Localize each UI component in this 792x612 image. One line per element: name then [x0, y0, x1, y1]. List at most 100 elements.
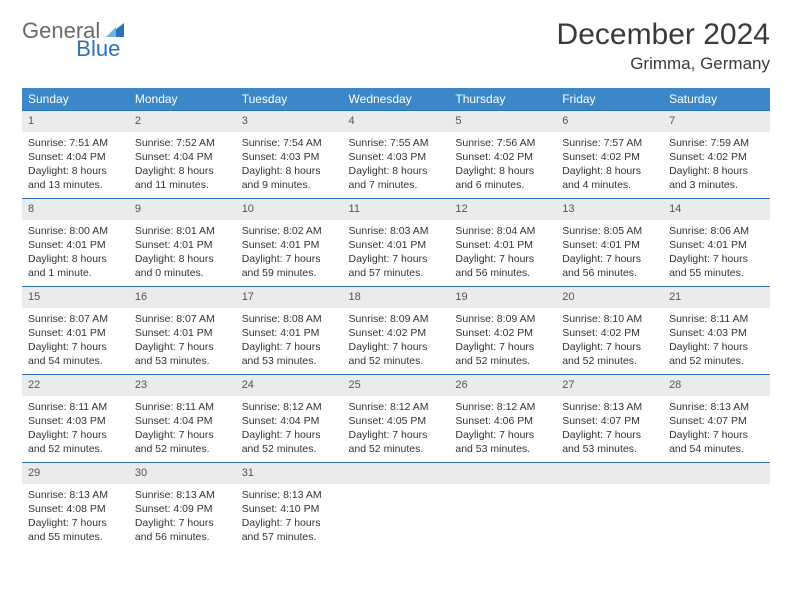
day-body: Sunrise: 7:54 AMSunset: 4:03 PMDaylight:… [236, 132, 343, 197]
sunset-line: Sunset: 4:07 PM [562, 414, 657, 428]
calendar-cell: 25Sunrise: 8:12 AMSunset: 4:05 PMDayligh… [343, 375, 450, 463]
day-number: 12 [449, 199, 556, 220]
daylight-line: Daylight: 7 hours and 55 minutes. [28, 516, 123, 544]
daylight-line: Daylight: 7 hours and 56 minutes. [562, 252, 657, 280]
calendar-cell [449, 463, 556, 551]
calendar-cell: 29Sunrise: 8:13 AMSunset: 4:08 PMDayligh… [22, 463, 129, 551]
sunrise-line: Sunrise: 7:59 AM [669, 136, 764, 150]
sunrise-line: Sunrise: 8:09 AM [349, 312, 444, 326]
daylight-line: Daylight: 8 hours and 4 minutes. [562, 164, 657, 192]
sunrise-line: Sunrise: 8:05 AM [562, 224, 657, 238]
daylight-line: Daylight: 8 hours and 11 minutes. [135, 164, 230, 192]
calendar-cell: 16Sunrise: 8:07 AMSunset: 4:01 PMDayligh… [129, 287, 236, 375]
sunset-line: Sunset: 4:01 PM [349, 238, 444, 252]
day-header: Tuesday [236, 88, 343, 111]
day-number-empty [449, 463, 556, 484]
day-number: 31 [236, 463, 343, 484]
day-header: Friday [556, 88, 663, 111]
brand-part2: Blue [76, 36, 120, 62]
sunrise-line: Sunrise: 8:13 AM [562, 400, 657, 414]
sunset-line: Sunset: 4:03 PM [669, 326, 764, 340]
day-body: Sunrise: 8:13 AMSunset: 4:09 PMDaylight:… [129, 484, 236, 549]
daylight-line: Daylight: 8 hours and 7 minutes. [349, 164, 444, 192]
header: General Blue December 2024 Grimma, Germa… [22, 18, 770, 74]
calendar-cell: 31 Sunrise: 8:13 AMSunset: 4:10 PMDayligh… [236, 463, 343, 551]
calendar-cell: 21Sunrise: 8:11 AMSunset: 4:03 PMDayligh… [663, 287, 770, 375]
title-block: December 2024 Grimma, Germany [557, 18, 770, 74]
calendar-cell: 7Sunrise: 7:59 AMSunset: 4:02 PMDaylight… [663, 111, 770, 199]
day-body: Sunrise: 8:11 AMSunset: 4:04 PMDaylight:… [129, 396, 236, 461]
day-body: Sunrise: 7:57 AMSunset: 4:02 PMDaylight:… [556, 132, 663, 197]
sunset-line: Sunset: 4:10 PM [242, 502, 337, 516]
daylight-line: Daylight: 7 hours and 59 minutes. [242, 252, 337, 280]
sunset-line: Sunset: 4:01 PM [135, 238, 230, 252]
sunrise-line: Sunrise: 7:51 AM [28, 136, 123, 150]
sunrise-line: Sunrise: 8:07 AM [28, 312, 123, 326]
daylight-line: Daylight: 7 hours and 57 minutes. [242, 516, 337, 544]
page-title: December 2024 [557, 18, 770, 52]
sunrise-line: Sunrise: 8:06 AM [669, 224, 764, 238]
sunset-line: Sunset: 4:01 PM [669, 238, 764, 252]
sunrise-line: Sunrise: 8:13 AM [28, 488, 123, 502]
sunset-line: Sunset: 4:02 PM [455, 326, 550, 340]
calendar-cell: 3Sunrise: 7:54 AMSunset: 4:03 PMDaylight… [236, 111, 343, 199]
day-number-empty [663, 463, 770, 484]
sunrise-line: Sunrise: 8:13 AM [242, 488, 337, 502]
calendar-cell: 15Sunrise: 8:07 AMSunset: 4:01 PMDayligh… [22, 287, 129, 375]
day-body: Sunrise: 8:11 AMSunset: 4:03 PMDaylight:… [22, 396, 129, 461]
calendar-table: Sunday Monday Tuesday Wednesday Thursday… [22, 88, 770, 551]
calendar-cell: 2Sunrise: 7:52 AMSunset: 4:04 PMDaylight… [129, 111, 236, 199]
sunrise-line: Sunrise: 8:11 AM [669, 312, 764, 326]
day-number: 20 [556, 287, 663, 308]
daylight-line: Daylight: 7 hours and 55 minutes. [669, 252, 764, 280]
calendar-cell: 6Sunrise: 7:57 AMSunset: 4:02 PMDaylight… [556, 111, 663, 199]
day-body: Sunrise: 8:13 AMSunset: 4:07 PMDaylight:… [556, 396, 663, 461]
calendar-cell [663, 463, 770, 551]
sunrise-line: Sunrise: 8:01 AM [135, 224, 230, 238]
day-body: Sunrise: 7:59 AMSunset: 4:02 PMDaylight:… [663, 132, 770, 197]
sunrise-line: Sunrise: 8:08 AM [242, 312, 337, 326]
daylight-line: Daylight: 7 hours and 56 minutes. [135, 516, 230, 544]
day-body: Sunrise: 8:01 AMSunset: 4:01 PMDaylight:… [129, 220, 236, 285]
sunrise-line: Sunrise: 7:52 AM [135, 136, 230, 150]
day-number: 7 [663, 111, 770, 132]
day-body: Sunrise: 7:52 AMSunset: 4:04 PMDaylight:… [129, 132, 236, 197]
calendar-row: 15Sunrise: 8:07 AMSunset: 4:01 PMDayligh… [22, 287, 770, 375]
daylight-line: Daylight: 7 hours and 53 minutes. [135, 340, 230, 368]
day-body: Sunrise: 8:02 AMSunset: 4:01 PMDaylight:… [236, 220, 343, 285]
day-body: Sunrise: 8:11 AMSunset: 4:03 PMDaylight:… [663, 308, 770, 373]
daylight-line: Daylight: 7 hours and 53 minutes. [562, 428, 657, 456]
daylight-line: Daylight: 7 hours and 52 minutes. [242, 428, 337, 456]
daylight-line: Daylight: 7 hours and 56 minutes. [455, 252, 550, 280]
calendar-cell: 4Sunrise: 7:55 AMSunset: 4:03 PMDaylight… [343, 111, 450, 199]
calendar-cell: 10Sunrise: 8:02 AMSunset: 4:01 PMDayligh… [236, 199, 343, 287]
daylight-line: Daylight: 8 hours and 6 minutes. [455, 164, 550, 192]
day-number: 10 [236, 199, 343, 220]
day-body: Sunrise: 7:55 AMSunset: 4:03 PMDaylight:… [343, 132, 450, 197]
day-number: 1 [22, 111, 129, 132]
day-number: 19 [449, 287, 556, 308]
sunrise-line: Sunrise: 7:54 AM [242, 136, 337, 150]
calendar-cell: 5Sunrise: 7:56 AMSunset: 4:02 PMDaylight… [449, 111, 556, 199]
day-body: Sunrise: 8:13 AMSunset: 4:07 PMDaylight:… [663, 396, 770, 461]
calendar-cell: 23Sunrise: 8:11 AMSunset: 4:04 PMDayligh… [129, 375, 236, 463]
day-header-row: Sunday Monday Tuesday Wednesday Thursday… [22, 88, 770, 111]
day-body: Sunrise: 8:13 AMSunset: 4:08 PMDaylight:… [22, 484, 129, 549]
sunrise-line: Sunrise: 8:09 AM [455, 312, 550, 326]
day-body: Sunrise: 7:56 AMSunset: 4:02 PMDaylight:… [449, 132, 556, 197]
day-body: Sunrise: 8:10 AMSunset: 4:02 PMDaylight:… [556, 308, 663, 373]
calendar-cell: 9Sunrise: 8:01 AMSunset: 4:01 PMDaylight… [129, 199, 236, 287]
daylight-line: Daylight: 8 hours and 0 minutes. [135, 252, 230, 280]
day-body: Sunrise: 8:06 AMSunset: 4:01 PMDaylight:… [663, 220, 770, 285]
sunrise-line: Sunrise: 8:11 AM [28, 400, 123, 414]
day-number: 27 [556, 375, 663, 396]
sunset-line: Sunset: 4:04 PM [135, 150, 230, 164]
calendar-cell: 14Sunrise: 8:06 AMSunset: 4:01 PMDayligh… [663, 199, 770, 287]
sunset-line: Sunset: 4:07 PM [669, 414, 764, 428]
calendar-cell: 18Sunrise: 8:09 AMSunset: 4:02 PMDayligh… [343, 287, 450, 375]
day-body: Sunrise: 8:09 AMSunset: 4:02 PMDaylight:… [343, 308, 450, 373]
day-number: 2 [129, 111, 236, 132]
sunset-line: Sunset: 4:03 PM [242, 150, 337, 164]
sunrise-line: Sunrise: 8:03 AM [349, 224, 444, 238]
day-number: 13 [556, 199, 663, 220]
